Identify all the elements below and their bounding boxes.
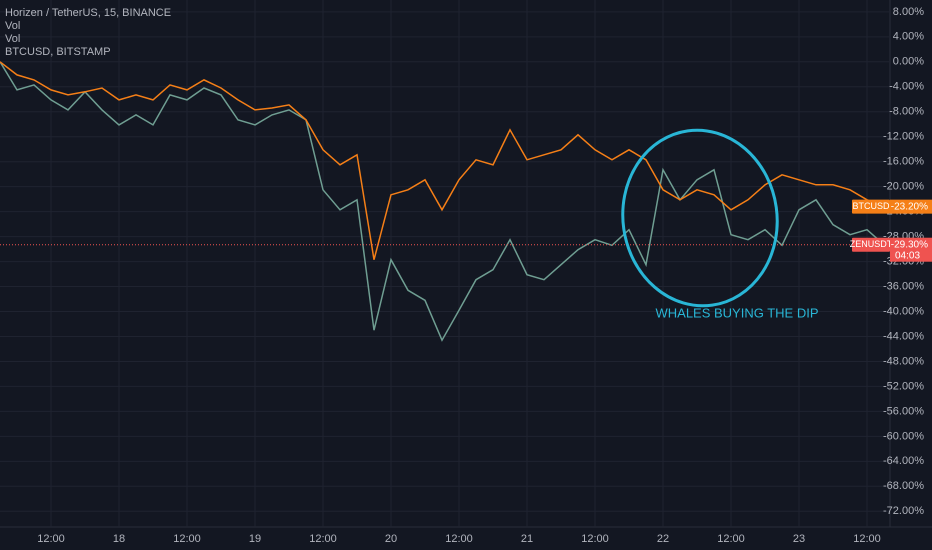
- y-tick-label: -36.00%: [883, 280, 924, 292]
- x-tick-label: 18: [113, 533, 125, 545]
- y-tick-label: -64.00%: [883, 455, 924, 467]
- last-value-label: -23.20%: [891, 201, 928, 212]
- countdown-label: 04:03: [895, 250, 920, 261]
- header-symbol: Horizen / TetherUS, 15, BINANCE: [5, 7, 171, 19]
- y-tick-label: 4.00%: [893, 31, 924, 43]
- y-tick-label: -68.00%: [883, 480, 924, 492]
- x-tick-label: 12:00: [309, 533, 337, 545]
- series-tag-box: [852, 237, 890, 252]
- header-indicator: Vol: [5, 20, 20, 32]
- x-tick-label: 12:00: [173, 533, 201, 545]
- last-value-box: [890, 199, 932, 214]
- series-tag-name: BTCUSD: [852, 201, 890, 211]
- x-tick-label: 20: [385, 533, 397, 545]
- y-tick-label: 0.00%: [893, 56, 924, 68]
- series-tag-name: ZENUSDT: [850, 239, 893, 249]
- y-tick-label: -56.00%: [883, 405, 924, 417]
- x-tick-label: 21: [521, 533, 533, 545]
- y-tick-label: 8.00%: [893, 6, 924, 18]
- plot: [0, 61, 890, 342]
- y-tick-label: -4.00%: [889, 81, 924, 93]
- y-tick-label: -44.00%: [883, 330, 924, 342]
- x-tick-label: 12:00: [581, 533, 609, 545]
- y-tick-label: -40.00%: [883, 305, 924, 317]
- y-tick-label: -48.00%: [883, 355, 924, 367]
- x-tick-label: 22: [657, 533, 669, 545]
- x-tick-label: 19: [249, 533, 261, 545]
- x-tick-label: 12:00: [717, 533, 745, 545]
- x-tick-label: 12:00: [37, 533, 65, 545]
- y-tick-label: -16.00%: [883, 156, 924, 168]
- y-tick-label: -60.00%: [883, 430, 924, 442]
- y-tick-label: -8.00%: [889, 106, 924, 118]
- x-tick-label: 23: [793, 533, 805, 545]
- axes: 8.00% 4.00% 0.00% -4.00% -8.00% -12.00% -16.00…: [37, 6, 932, 545]
- series-line: [0, 61, 885, 260]
- grid: [0, 0, 890, 527]
- header-indicator: Vol: [5, 33, 20, 45]
- y-tick-label: -72.00%: [883, 505, 924, 517]
- x-tick-label: 12:00: [853, 533, 881, 545]
- y-tick-label: -12.00%: [883, 131, 924, 143]
- series-tag-box: [852, 199, 890, 214]
- annotation: WHALES BUYING THE DIP: [655, 305, 818, 320]
- highlight-circle: [621, 128, 779, 308]
- series-line: [0, 61, 885, 342]
- last-value-label: -29.30%: [891, 239, 928, 250]
- last-value-box: [890, 237, 932, 262]
- y-tick-label: -52.00%: [883, 380, 924, 392]
- y-tick-label: -20.00%: [883, 181, 924, 193]
- x-tick-label: 12:00: [445, 533, 473, 545]
- header-compare: BTCUSD, BITSTAMP: [5, 46, 111, 58]
